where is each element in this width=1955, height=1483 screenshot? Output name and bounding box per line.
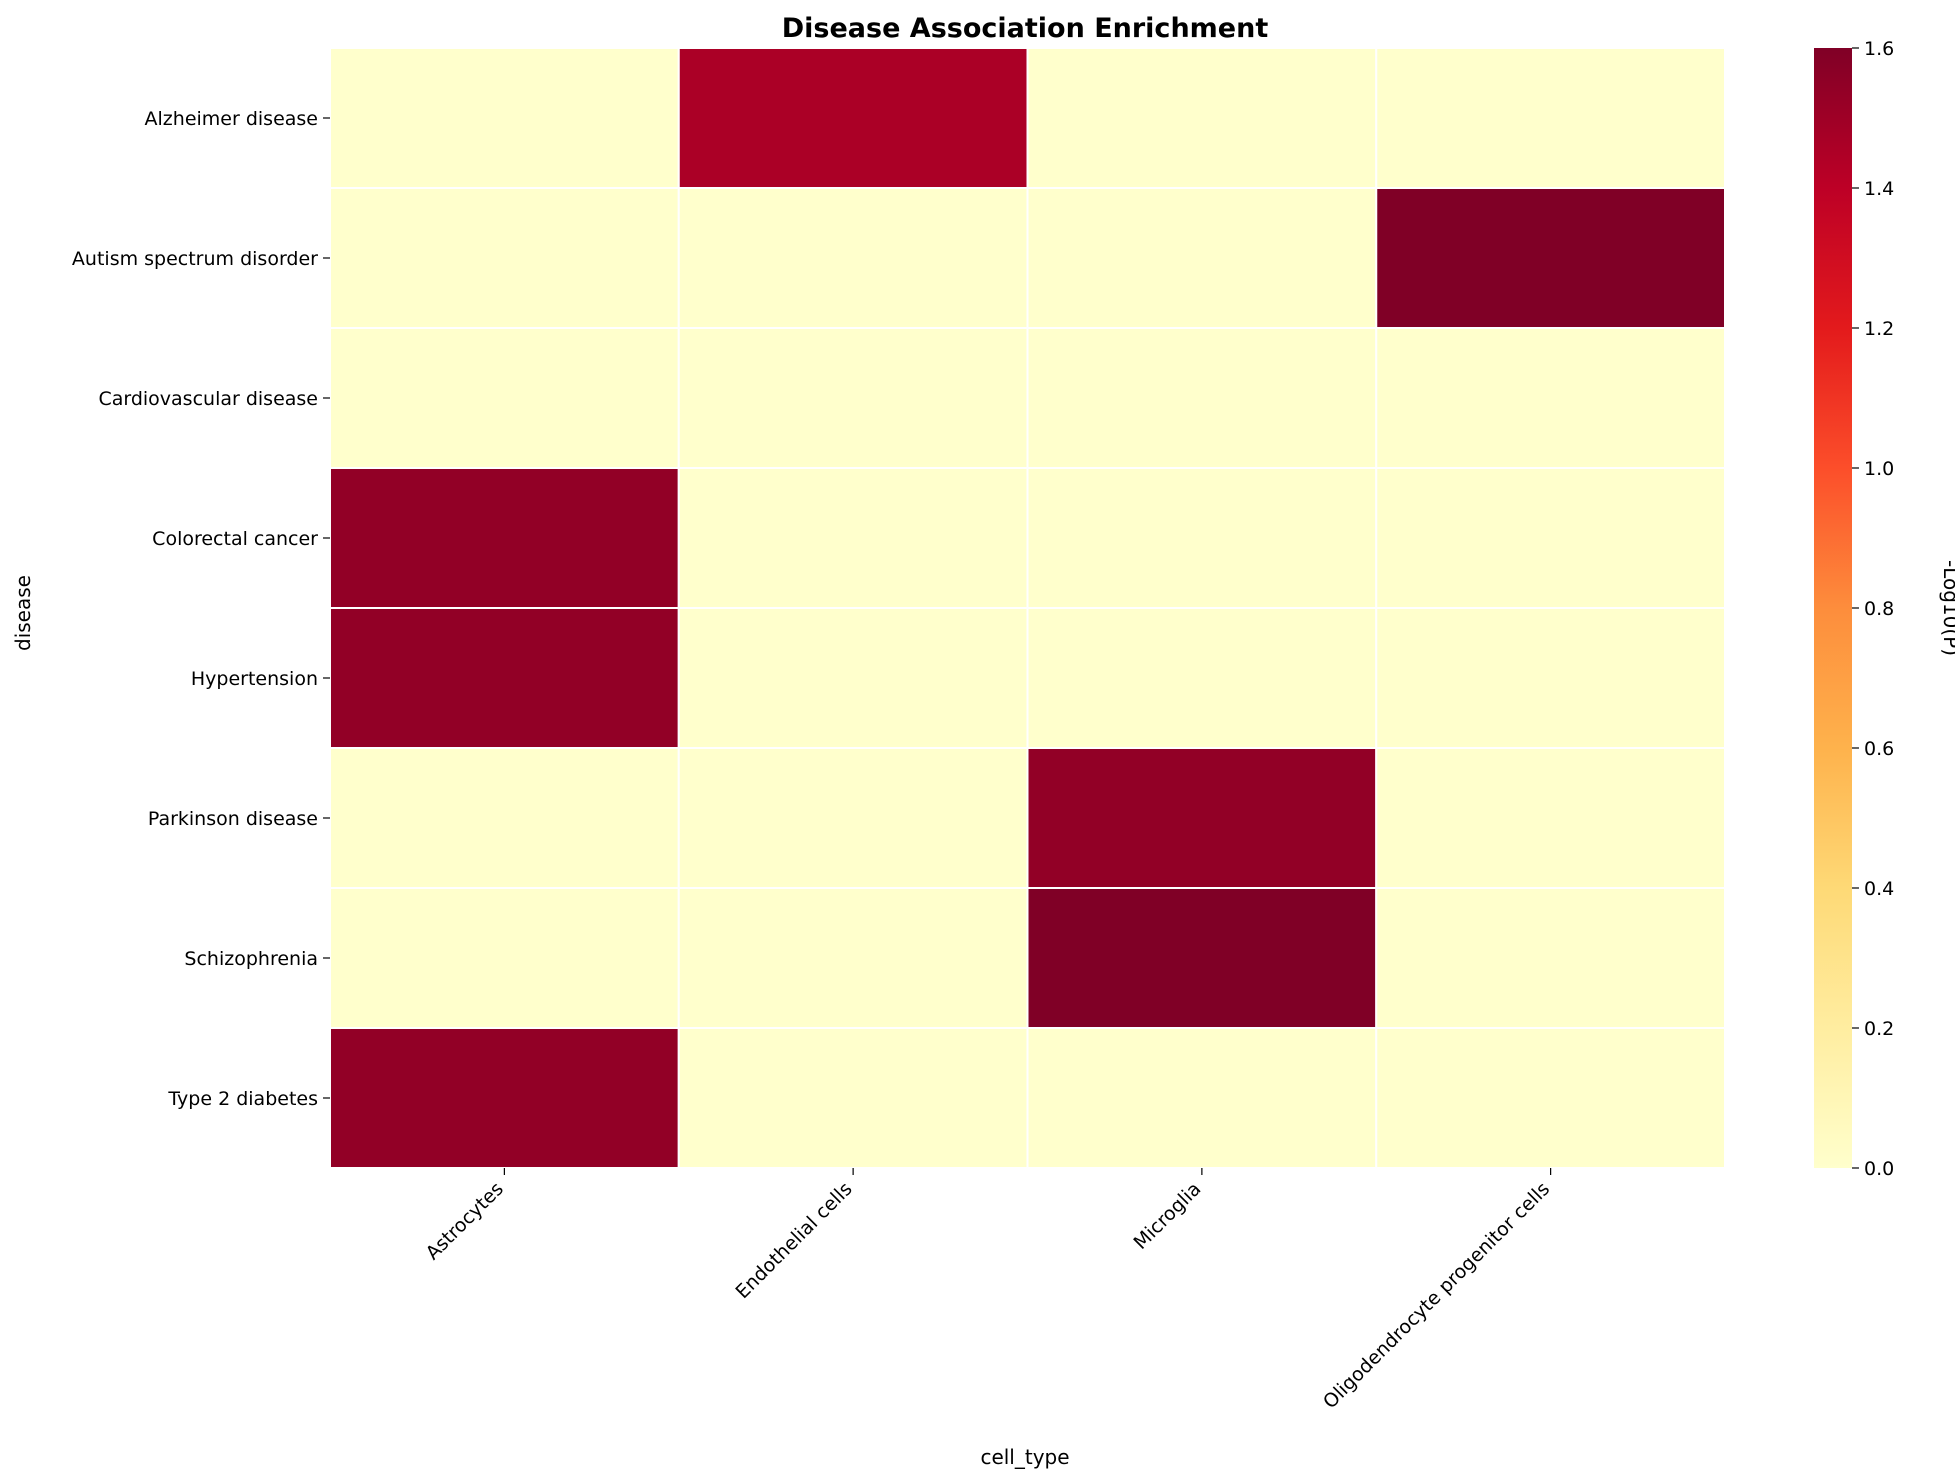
x-tick-label: Microglia xyxy=(1129,1178,1205,1254)
heatmap-cell xyxy=(1026,47,1378,189)
colorbar-tick-label: 1.2 xyxy=(1864,318,1894,340)
heatmap-cell xyxy=(329,187,680,329)
heatmap-cell xyxy=(1375,467,1726,609)
heatmap-cell xyxy=(1026,747,1378,889)
heatmap-cell xyxy=(329,607,680,749)
heatmap-cell xyxy=(1026,467,1378,609)
heatmap-cell xyxy=(677,607,1029,749)
y-tick-label: Autism spectrum disorder xyxy=(72,248,318,270)
y-tick-label: Parkinson disease xyxy=(148,808,318,830)
colorbar-tick-label: 0.2 xyxy=(1864,1018,1894,1040)
heatmap-cell xyxy=(1375,187,1726,329)
x-tick-label: Astrocytes xyxy=(422,1178,508,1264)
colorbar-tick-label: 1.4 xyxy=(1864,178,1894,200)
heatmap-cell xyxy=(677,187,1029,329)
heatmap-cell xyxy=(329,1027,680,1169)
y-tick-label: Alzheimer disease xyxy=(145,108,318,130)
heatmap-cell xyxy=(329,887,680,1029)
colorbar-label: -Log10(P) xyxy=(1939,560,1955,656)
x-tick-label: Endothelial cells xyxy=(731,1178,856,1303)
y-axis-label: disease xyxy=(11,575,35,651)
colorbar-tick-label: 0.4 xyxy=(1864,878,1894,900)
heatmap-cell xyxy=(1026,187,1378,329)
x-axis-ticks: Astrocytes Endothelial cells Microglia Olig… xyxy=(422,1168,1554,1413)
heatmap-cell xyxy=(329,747,680,889)
y-tick-label: Schizophrenia xyxy=(184,948,318,970)
heatmap-cell xyxy=(1026,327,1378,469)
chart-title: Disease Association Enrichment xyxy=(782,13,1269,44)
heatmap-cell xyxy=(1375,887,1726,1029)
y-axis-ticks: Alzheimer disease Autism spectrum disorde… xyxy=(72,108,330,1110)
heatmap-cell xyxy=(677,1027,1029,1169)
colorbar-ticks: 0.0 0.2 0.4 0.6 0.8 1.0 1.2 1.4 1.6 xyxy=(1852,38,1894,1180)
heatmap-cell xyxy=(329,467,680,609)
heatmap-cell xyxy=(677,47,1029,189)
colorbar-tick-label: 1.6 xyxy=(1864,38,1894,60)
heatmap-cell xyxy=(1375,47,1726,189)
heatmap-cell xyxy=(1026,607,1378,749)
heatmap-cell xyxy=(1026,1027,1378,1169)
colorbar-gradient xyxy=(1814,48,1852,1168)
x-tick-label: Oligodendrocyte progenitor cells xyxy=(1319,1178,1554,1413)
heatmap-cell xyxy=(329,47,680,189)
heatmap-cell xyxy=(1375,1027,1726,1169)
heatmap-cell xyxy=(677,467,1029,609)
x-axis-label: cell_type xyxy=(980,1445,1069,1469)
colorbar-tick-label: 0.6 xyxy=(1864,738,1894,760)
heatmap-cell xyxy=(1375,327,1726,469)
heatmap-cell xyxy=(677,887,1029,1029)
heatmap-cell xyxy=(677,327,1029,469)
colorbar-tick-label: 0.0 xyxy=(1864,1158,1894,1180)
heatmap-cell xyxy=(1026,887,1378,1029)
heatmap-cell xyxy=(329,327,680,469)
heatmap-cells xyxy=(329,47,1726,1169)
y-tick-label: Type 2 diabetes xyxy=(167,1088,318,1110)
heatmap-cell xyxy=(677,747,1029,889)
y-tick-label: Hypertension xyxy=(191,668,318,690)
y-tick-label: Colorectal cancer xyxy=(152,528,318,550)
y-tick-label: Cardiovascular disease xyxy=(98,388,318,410)
heatmap-cell xyxy=(1375,607,1726,749)
heatmap-cell xyxy=(1375,747,1726,889)
colorbar: 0.0 0.2 0.4 0.6 0.8 1.0 1.2 1.4 1.6 -Log10(P) xyxy=(1814,38,1955,1180)
colorbar-tick-label: 1.0 xyxy=(1864,458,1894,480)
colorbar-tick-label: 0.8 xyxy=(1864,598,1894,620)
